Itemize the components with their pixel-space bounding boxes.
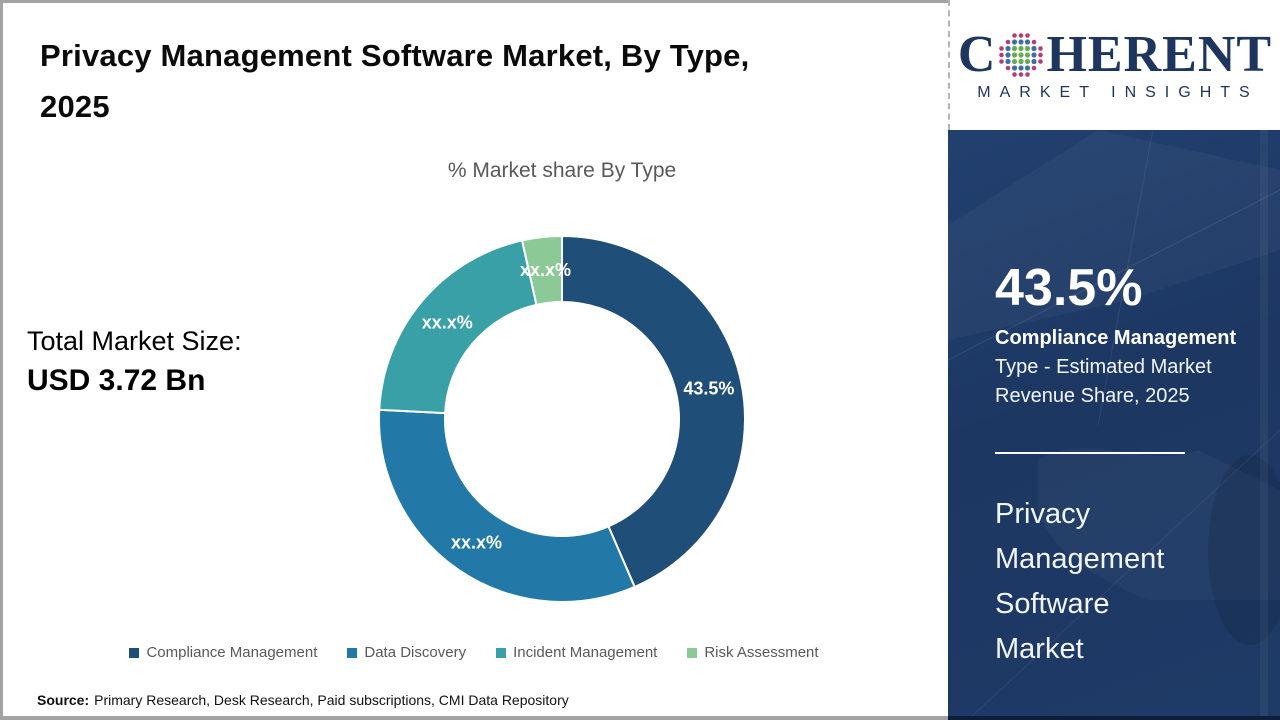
legend-item-data-discovery: Data Discovery <box>347 644 466 661</box>
panel-divider <box>995 452 1185 454</box>
globe-dot <box>1012 71 1018 77</box>
market-name: Privacy Management Software Market <box>995 492 1164 672</box>
globe-dot <box>1012 32 1018 38</box>
legend: Compliance Management Data Discovery Incid… <box>0 644 948 661</box>
legend-swatch-incident-management <box>496 647 507 658</box>
globe-dot <box>1012 45 1018 51</box>
source-label: Source: <box>37 692 90 708</box>
legend-swatch-risk-assessment <box>687 647 698 658</box>
globe-dot <box>1025 64 1031 71</box>
page-title: Privacy Management Software Market, By T… <box>40 30 900 132</box>
globe-dot <box>1005 58 1012 64</box>
globe-dot <box>999 58 1005 64</box>
total-market-size-label: Total Market Size: <box>27 326 242 356</box>
donut-chart-svg: 43.5% xx.x% xx.x% xx.x% <box>378 235 746 603</box>
stat-title: Compliance Management <box>995 327 1237 349</box>
donut-label-data-discovery: xx.x% <box>451 532 502 552</box>
donut-segment-incident-management <box>378 239 538 415</box>
main-content-area: Privacy Management Software Market, By T… <box>0 30 948 708</box>
globe-dot <box>1005 51 1012 58</box>
globe-dot <box>1018 45 1025 51</box>
globe-dot <box>1019 32 1024 38</box>
side-panel: 43.5% Compliance Management Type - Estim… <box>948 130 1280 720</box>
globe-dot <box>1005 45 1012 51</box>
globe-dot <box>1018 38 1025 45</box>
market-name-line1: Privacy <box>995 498 1091 530</box>
globe-dot <box>1031 51 1038 58</box>
legend-label-data-discovery: Data Discovery <box>364 644 467 661</box>
stat-line-2: Revenue Share, 2025 <box>995 385 1190 407</box>
legend-swatch-data-discovery <box>347 647 358 658</box>
globe-dot <box>1012 51 1018 58</box>
donut-segment-data-discovery <box>378 408 636 603</box>
total-market-size-value: USD 3.72 Bn <box>27 364 206 397</box>
legend-item-incident-management: Incident Management <box>496 644 657 661</box>
globe-dot <box>1031 58 1038 64</box>
globe-dot <box>1018 64 1025 71</box>
logo-subtext: MARKET INSIGHTS <box>977 83 1259 101</box>
page-border-left <box>0 0 3 720</box>
logo-text-herent: HERENT <box>1046 25 1273 83</box>
donut-label-compliance-management: 43.5% <box>683 379 734 399</box>
market-name-line3: Software <box>995 588 1110 620</box>
logo-text-c: C <box>957 25 997 83</box>
page-title-line1: Privacy Management Software Market, By T… <box>40 38 750 73</box>
globe-dot <box>1025 58 1031 64</box>
globe-dot <box>1038 45 1044 51</box>
globe-dot <box>1019 71 1024 77</box>
legend-label-risk-assessment: Risk Assessment <box>704 644 819 661</box>
globe-dot <box>999 45 1005 51</box>
page-border-bottom <box>0 716 948 720</box>
world-map-texture <box>948 130 1280 716</box>
globe-dot <box>1025 51 1031 58</box>
globe-dot <box>1032 65 1037 70</box>
legend-item-risk-assessment: Risk Assessment <box>687 644 819 661</box>
legend-item-compliance-management: Compliance Management <box>129 644 317 661</box>
globe-dot <box>1018 58 1025 64</box>
donut-segment-compliance-management <box>561 235 746 588</box>
logo-area: C HERENT MARKET INSIGHTS <box>948 0 1280 130</box>
globe-dot <box>1006 65 1011 70</box>
globe-dot <box>1012 64 1018 71</box>
globe-dot <box>1018 51 1025 58</box>
source-line: Source: Primary Research, Desk Research, … <box>37 692 569 708</box>
page-title-line2: 2025 <box>40 89 110 124</box>
globe-dot <box>1025 71 1031 77</box>
donut-label-incident-management: xx.x% <box>422 312 473 332</box>
market-name-line4: Market <box>995 633 1084 665</box>
globe-dot <box>1006 39 1011 44</box>
globe-dot <box>1025 38 1031 45</box>
globe-dot <box>1012 58 1018 64</box>
legend-label-compliance-management: Compliance Management <box>146 644 318 661</box>
globe-dots-icon <box>999 32 1044 77</box>
globe-dot <box>1012 38 1018 45</box>
legend-swatch-compliance-management <box>129 647 140 658</box>
globe-dot <box>1032 39 1037 44</box>
page-border-top <box>0 0 1280 3</box>
market-name-line2: Management <box>995 543 1165 575</box>
globe-dot <box>1025 32 1031 38</box>
legend-label-incident-management: Incident Management <box>513 644 658 661</box>
globe-dot <box>999 52 1005 57</box>
stat-value: 43.5% <box>995 259 1143 317</box>
globe-dot <box>1038 52 1044 57</box>
globe-dot <box>1038 58 1044 64</box>
stat-line-1: Type - Estimated Market <box>995 356 1212 378</box>
donut-chart: 43.5% xx.x% xx.x% xx.x% <box>372 229 752 609</box>
globe-dot <box>1031 45 1038 51</box>
source-text: Primary Research, Desk Research, Paid su… <box>94 692 569 708</box>
globe-dot <box>1025 45 1031 51</box>
donut-label-risk-assessment: xx.x% <box>520 260 571 280</box>
coherent-logo: C HERENT <box>957 25 1273 83</box>
chart-subtitle: % Market share By Type <box>447 159 677 182</box>
donut-segment-risk-assessment <box>521 235 563 306</box>
total-market-size-block: Total Market Size: USD 3.72 Bn <box>27 326 242 398</box>
